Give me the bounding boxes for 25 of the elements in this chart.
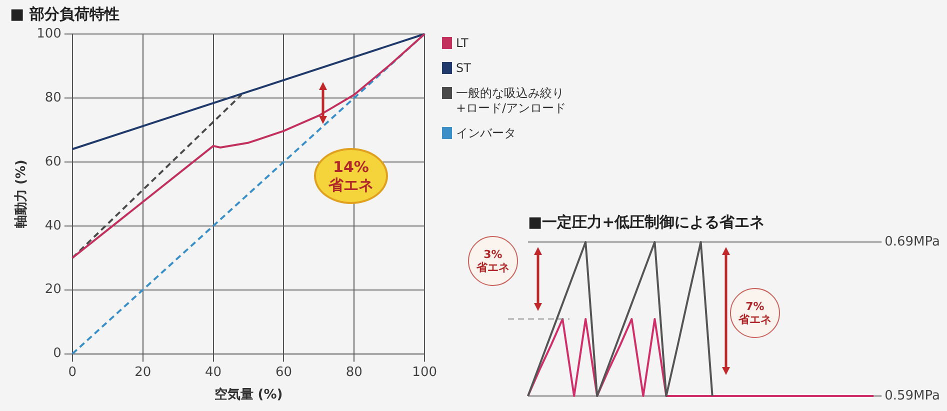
x-axis-title: 空気量 (%)	[214, 386, 283, 403]
y-tick-label: 40	[44, 218, 62, 234]
chart-title: ■ 部分負荷特性	[10, 4, 120, 23]
annotation: 7% 省エネ	[730, 288, 780, 338]
x-tick-label: 100	[412, 364, 438, 380]
annotation: 14% 省エネ	[314, 148, 388, 204]
x-tick-label: 80	[346, 364, 362, 380]
y-tick-label: 0	[53, 346, 62, 362]
x-tick-label: 40	[205, 364, 222, 380]
legend-label: LT	[456, 36, 470, 51]
y-axis-title: 軸動力 (%)	[14, 160, 30, 230]
text: 3% 省エネ	[468, 236, 518, 286]
legend-label: ST	[456, 61, 472, 76]
y-tick-label: 0.69MPa	[884, 234, 940, 250]
legend-label: インバータ	[456, 126, 517, 141]
y-tick-label: 100	[36, 26, 62, 42]
y-tick-label: 20	[44, 282, 62, 298]
y-tick-label: 80	[44, 90, 62, 106]
chart-title: ■一定圧力+低圧制御による省エネ	[528, 212, 765, 231]
legend-label: 一般的な吸込み絞り+ロード/アンロード	[456, 86, 568, 116]
x-tick-label: 60	[275, 364, 292, 380]
x-tick-label: 20	[134, 364, 152, 380]
y-tick-label: 0.59MPa	[884, 388, 940, 404]
y-tick-label: 60	[44, 154, 62, 170]
x-tick-label: 0	[68, 364, 77, 380]
